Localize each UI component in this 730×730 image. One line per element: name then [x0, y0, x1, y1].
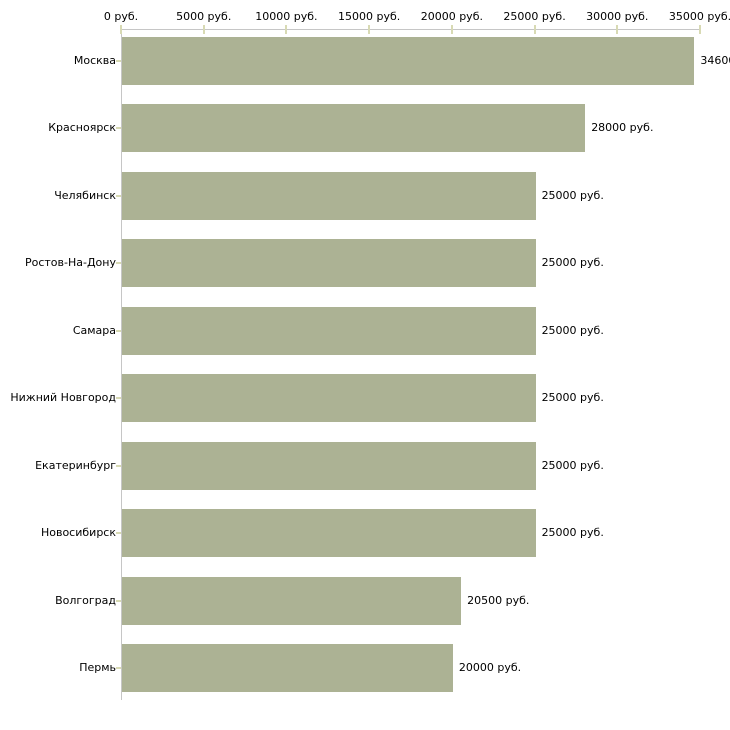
y-axis-tick	[116, 194, 121, 197]
value-label: 34600 руб.	[700, 53, 730, 67]
y-axis-tick	[116, 262, 121, 264]
y-axis-tick	[116, 329, 121, 332]
x-axis-tick	[699, 25, 701, 34]
x-axis-line	[121, 29, 700, 30]
value-label: 20500 руб.	[467, 593, 530, 607]
bar	[122, 441, 536, 490]
x-tick-label: 10000 руб.	[255, 10, 318, 23]
category-label: Пермь	[79, 661, 116, 674]
y-axis-tick	[116, 397, 121, 399]
value-label: 25000 руб.	[541, 391, 604, 404]
category-label: Москва	[73, 53, 116, 67]
value-label: 25000 руб.	[541, 458, 604, 472]
x-tick-label: 20000 руб.	[420, 10, 483, 23]
x-axis-tick	[616, 25, 619, 34]
bar	[122, 306, 536, 355]
y-axis-line	[121, 29, 122, 700]
bar	[122, 644, 453, 692]
y-axis-tick	[116, 599, 121, 602]
bar	[122, 239, 536, 287]
category-label: Челябинск	[54, 188, 116, 202]
value-label: 25000 руб.	[541, 323, 604, 337]
x-tick-label: 5000 руб.	[176, 10, 232, 23]
x-axis-tick	[368, 25, 371, 34]
x-tick-label: 15000 руб.	[338, 10, 401, 23]
x-tick-label: 30000 руб.	[586, 10, 649, 23]
category-label: Новосибирск	[40, 526, 116, 539]
y-axis-tick	[116, 127, 121, 129]
y-axis-tick	[116, 59, 121, 62]
category-label: Волгоград	[55, 593, 116, 607]
value-label: 25000 руб.	[541, 188, 604, 202]
x-axis-tick	[202, 25, 205, 34]
x-tick-label: 25000 руб.	[503, 10, 566, 23]
y-axis-tick	[116, 464, 121, 467]
bar	[122, 36, 695, 85]
category-label: Ростов-На-Дону	[24, 256, 116, 269]
x-axis-tick	[285, 25, 288, 34]
category-label: Красноярск	[48, 121, 116, 134]
value-label: 25000 руб.	[541, 526, 604, 539]
value-label: 20000 руб.	[458, 661, 522, 674]
category-label: Нижний Новгород	[10, 391, 116, 404]
y-axis-tick	[116, 532, 121, 534]
x-axis-tick	[533, 25, 536, 34]
x-tick-label: 0 руб.	[103, 10, 139, 23]
bar	[122, 509, 536, 557]
value-label: 25000 руб.	[541, 256, 604, 269]
x-axis-tick	[120, 25, 122, 34]
bar	[122, 374, 536, 422]
bar	[122, 171, 536, 220]
category-label: Екатеринбург	[35, 458, 116, 472]
x-tick-label: 35000 руб.	[668, 10, 730, 23]
x-axis-tick	[450, 25, 453, 34]
value-label: 28000 руб.	[591, 121, 654, 134]
y-axis-tick	[116, 667, 121, 669]
bar	[122, 576, 462, 625]
bar	[122, 104, 586, 152]
category-label: Самара	[72, 323, 116, 337]
